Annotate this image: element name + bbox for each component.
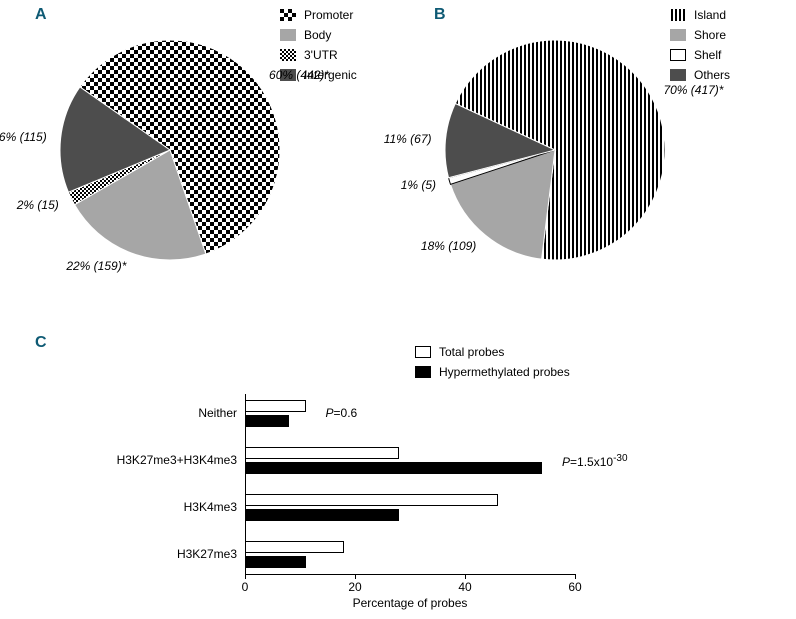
legend-item: Hypermethylated probes — [415, 365, 570, 379]
legend-item: Promoter — [280, 8, 357, 22]
bar-total — [245, 541, 344, 553]
bar-hyper — [245, 556, 306, 568]
pie-slice-label-utr3: 2% (15) — [17, 198, 59, 212]
bar-annotation: P=1.5x10-30 — [562, 453, 628, 469]
panel-b-legend: Island Shore Shelf Others — [670, 8, 730, 88]
legend-label: Hypermethylated probes — [439, 365, 570, 379]
legend-label: Shore — [694, 28, 726, 42]
pie-slice-label-others: 11% (67) — [384, 132, 432, 146]
x-axis-title: Percentage of probes — [353, 596, 468, 610]
x-tick-label: 60 — [568, 580, 581, 594]
legend-item: 3'UTR — [280, 48, 357, 62]
pie-slice-label-intergenic: 16% (115) — [0, 130, 47, 144]
pie-slice-label-shore: 18% (109) — [421, 239, 476, 253]
legend-swatch — [280, 29, 296, 41]
pie-slice-label-promoter: 60% (442)* — [269, 68, 329, 82]
legend-swatch — [280, 49, 296, 61]
bar-category-label: H3K4me3 — [184, 500, 237, 514]
x-tick-label: 20 — [348, 580, 361, 594]
figure-root: A B C PromoterBody3'UTRIntergenic Isla — [0, 0, 796, 619]
x-tick-label: 0 — [242, 580, 249, 594]
legend-item: Shelf — [670, 48, 730, 62]
legend-label: Promoter — [304, 8, 353, 22]
bar-annotation: P=0.6 — [326, 406, 358, 420]
panel-b-pie — [443, 38, 667, 262]
legend-item: Body — [280, 28, 357, 42]
legend-swatch — [670, 9, 686, 21]
panel-label-b: B — [434, 6, 446, 24]
legend-swatch — [415, 346, 431, 358]
pie-slice-label-body: 22% (159)* — [66, 259, 126, 273]
legend-item: Others — [670, 68, 730, 82]
x-axis — [245, 574, 575, 575]
legend-swatch — [670, 29, 686, 41]
panel-label-a: A — [35, 6, 47, 24]
panel-a-pie — [58, 38, 282, 262]
bar-total — [245, 494, 498, 506]
legend-label: Body — [304, 28, 331, 42]
bar-category-label: H3K27me3+H3K4me3 — [117, 453, 237, 467]
y-axis — [245, 394, 246, 574]
x-tick-label: 40 — [458, 580, 471, 594]
legend-item: Shore — [670, 28, 730, 42]
legend-swatch — [670, 49, 686, 61]
bar-category-label: Neither — [198, 406, 237, 420]
panel-c-legend: Total probes Hypermethylated probes — [415, 345, 570, 385]
bar-hyper — [245, 415, 289, 427]
legend-label: Island — [694, 8, 726, 22]
x-tick — [245, 574, 246, 579]
bar-category-label: H3K27me3 — [177, 547, 237, 561]
legend-item: Total probes — [415, 345, 570, 359]
bar-hyper — [245, 462, 542, 474]
x-tick — [355, 574, 356, 579]
legend-label: Others — [694, 68, 730, 82]
panel-label-c: C — [35, 334, 47, 352]
legend-label: 3'UTR — [304, 48, 338, 62]
bar-total — [245, 447, 399, 459]
legend-swatch — [670, 69, 686, 81]
pie-slice-label-island: 70% (417)* — [663, 83, 723, 97]
legend-swatch — [415, 366, 431, 378]
legend-swatch — [280, 9, 296, 21]
bar-total — [245, 400, 306, 412]
x-tick — [465, 574, 466, 579]
pie-slice-label-shelf: 1% (5) — [401, 178, 436, 192]
x-tick — [575, 574, 576, 579]
legend-label: Total probes — [439, 345, 504, 359]
bar-hyper — [245, 509, 399, 521]
legend-label: Shelf — [694, 48, 721, 62]
legend-item: Island — [670, 8, 730, 22]
